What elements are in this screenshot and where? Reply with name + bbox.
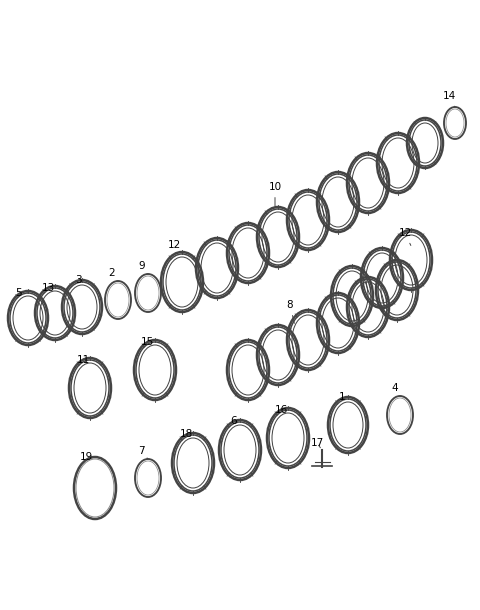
Ellipse shape (8, 291, 48, 345)
Text: 12: 12 (398, 228, 412, 245)
Ellipse shape (443, 106, 467, 140)
Text: 10: 10 (268, 182, 282, 206)
Text: 12: 12 (168, 240, 183, 254)
Ellipse shape (287, 310, 329, 370)
Ellipse shape (386, 395, 414, 435)
Ellipse shape (257, 207, 299, 267)
Text: 3: 3 (75, 275, 83, 285)
Ellipse shape (134, 273, 162, 313)
Ellipse shape (390, 230, 432, 290)
Ellipse shape (196, 238, 238, 298)
Text: 1: 1 (339, 392, 346, 402)
Ellipse shape (331, 266, 373, 326)
Text: 2: 2 (108, 268, 118, 281)
Text: 16: 16 (275, 405, 288, 415)
Text: 5: 5 (15, 288, 28, 298)
Ellipse shape (172, 433, 214, 493)
Ellipse shape (267, 408, 309, 468)
Ellipse shape (69, 358, 111, 418)
Ellipse shape (347, 153, 389, 213)
Ellipse shape (328, 397, 368, 453)
Text: 13: 13 (41, 283, 55, 293)
Text: 11: 11 (76, 355, 90, 365)
Ellipse shape (287, 190, 329, 250)
Ellipse shape (317, 172, 359, 232)
Ellipse shape (361, 248, 403, 308)
Ellipse shape (62, 280, 102, 334)
Ellipse shape (219, 420, 261, 480)
Text: 7: 7 (138, 446, 148, 459)
Text: 4: 4 (392, 383, 400, 396)
Text: 6: 6 (231, 416, 237, 426)
Ellipse shape (377, 133, 419, 193)
Ellipse shape (376, 260, 418, 320)
Ellipse shape (35, 286, 75, 340)
Ellipse shape (104, 280, 132, 320)
Text: 15: 15 (140, 337, 154, 347)
Text: 9: 9 (139, 261, 148, 274)
Text: 8: 8 (287, 300, 294, 323)
Ellipse shape (73, 456, 117, 520)
Text: 14: 14 (443, 91, 456, 107)
Ellipse shape (407, 118, 443, 168)
Ellipse shape (227, 223, 269, 283)
Text: 19: 19 (79, 452, 93, 462)
Ellipse shape (257, 325, 299, 385)
Text: 18: 18 (180, 429, 192, 439)
Ellipse shape (134, 458, 162, 498)
Ellipse shape (134, 340, 176, 400)
Ellipse shape (161, 252, 203, 312)
Ellipse shape (317, 293, 359, 353)
Ellipse shape (227, 340, 269, 400)
Ellipse shape (347, 277, 389, 337)
Text: 17: 17 (311, 438, 324, 448)
